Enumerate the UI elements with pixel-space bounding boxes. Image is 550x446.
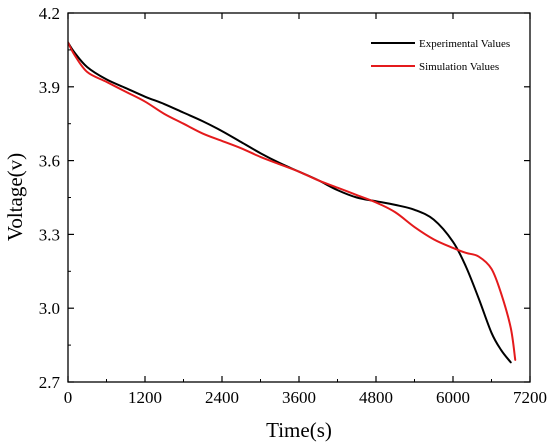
legend: Experimental Values Simulation Values (371, 38, 510, 73)
y-tick-label: 3.6 (39, 152, 60, 171)
x-axis-title: Time(s) (266, 418, 332, 442)
legend-label: Experimental Values (419, 38, 510, 50)
y-tick-label: 2.7 (39, 373, 61, 392)
y-tick-label: 3.3 (39, 225, 60, 244)
x-tick-label: 2400 (205, 388, 239, 407)
y-tick-label: 4.2 (39, 4, 60, 23)
x-tick-label: 7200 (513, 388, 547, 407)
x-tick-label: 4800 (359, 388, 393, 407)
series-line-experimental (68, 41, 512, 364)
series-line-simulation (68, 41, 517, 361)
y-tick-label: 3.0 (39, 299, 60, 318)
x-axis: 0 1200 2400 3600 4800 6000 7200 (64, 13, 547, 407)
series-layer (68, 41, 517, 364)
x-tick-label: 0 (64, 388, 73, 407)
x-tick-label: 6000 (436, 388, 470, 407)
x-tick-label: 3600 (282, 388, 316, 407)
y-axis-title: Voltage(v) (3, 153, 27, 241)
y-axis: 2.7 3.0 3.3 3.6 3.9 4.2 (39, 4, 530, 392)
y-tick-label: 3.9 (39, 78, 60, 97)
legend-label: Simulation Values (419, 61, 499, 73)
x-tick-label: 1200 (128, 388, 162, 407)
